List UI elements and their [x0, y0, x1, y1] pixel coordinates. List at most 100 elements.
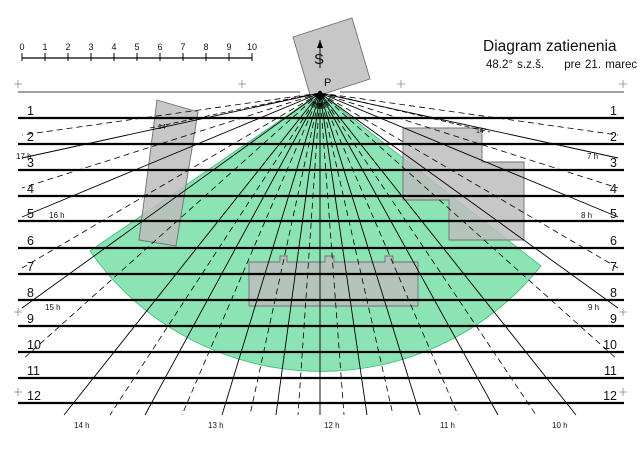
scale-tick-label: 0: [19, 42, 24, 52]
hour-line: [21, 92, 321, 159]
row-label-left: 5: [27, 207, 34, 221]
row-label-left: 10: [27, 338, 41, 352]
hour-label-14: 14 h: [74, 421, 90, 430]
row-label-right: 2: [610, 130, 617, 144]
half-hour-line: [249, 92, 321, 416]
reg-mark-5: [14, 308, 22, 316]
subtitle: 48.2° s.z.š. pre 21. marec: [486, 59, 637, 71]
reg-mark-2: [238, 80, 246, 88]
hour-label-10: 10 h: [552, 421, 568, 430]
hour-label-11: 11 h: [440, 421, 455, 430]
hour-label-17: 17 h: [16, 152, 32, 161]
hour-line: [319, 92, 499, 416]
hour-label-12: 12 h: [324, 421, 340, 430]
angle-labels: 14° 14°: [158, 123, 487, 135]
scale-bar: 0 1 2 3 4 5 6 7 8 9 10: [19, 42, 257, 61]
hour-line: [21, 92, 321, 309]
scale-tick-label: 7: [180, 42, 185, 52]
hour-line: [319, 92, 577, 416]
row-label-right: 1: [610, 104, 617, 118]
page-title: Diagram zatienenia: [483, 38, 617, 55]
scale-tick-label: 2: [65, 42, 70, 52]
row-label-right: 6: [610, 234, 617, 248]
row-label-right: 5: [610, 207, 617, 221]
hour-line: [63, 92, 321, 416]
half-hour-line: [319, 92, 345, 416]
reg-mark-8: [619, 388, 627, 396]
registration-marks: [14, 80, 627, 396]
reg-mark-6: [619, 308, 627, 316]
compass-point-label: P: [324, 77, 331, 89]
hour-label-8: 8 h: [581, 211, 592, 220]
hour-line: [275, 92, 321, 416]
compass-north-label: S: [314, 51, 324, 68]
row-label-left: 4: [27, 182, 34, 196]
row-label-left: 7: [27, 260, 34, 274]
row-label-left: 1: [27, 104, 34, 118]
hour-line: [319, 92, 619, 309]
half-hour-line: [21, 92, 321, 189]
reg-mark-4: [619, 80, 627, 88]
row-label-right: 11: [604, 364, 617, 378]
row-label-right: 4: [610, 182, 617, 196]
date-label: pre 21. marec: [564, 59, 638, 71]
reg-mark-3: [397, 80, 405, 88]
row-label-left: 9: [27, 312, 34, 326]
row-label-left: 8: [27, 286, 34, 300]
scale-ticks: 0 1 2 3 4 5 6 7 8 9 10: [19, 42, 257, 61]
half-hour-line: [297, 92, 321, 416]
altitude-line-left: [149, 94, 309, 129]
half-hour-line: [319, 92, 459, 416]
row-label-right: 10: [603, 338, 617, 352]
shading-grid: [18, 91, 624, 416]
latitude-label: 48.2° s.z.š.: [486, 59, 545, 71]
hour-line: [319, 92, 421, 416]
altitude-line-right: [331, 94, 491, 133]
hour-label-13: 13 h: [208, 421, 224, 430]
scale-tick-label: 4: [111, 42, 116, 52]
row-label-left: 2: [27, 130, 34, 144]
hour-line: [221, 92, 321, 416]
hour-label-15: 15 h: [45, 303, 61, 312]
half-hour-line: [319, 92, 619, 269]
half-hour-line: [319, 92, 619, 361]
hour-label-9: 9 h: [588, 303, 599, 312]
row-label-right: 7: [610, 260, 617, 274]
obstructions: [138, 17, 525, 307]
hour-line: [144, 92, 321, 416]
row-label-left: 6: [27, 234, 34, 248]
hour-labels: 17 h 16 h 15 h 14 h 13 h 12 h 11 h 10 h …: [16, 152, 599, 430]
half-hour-line: [21, 92, 321, 269]
compass: S P: [314, 40, 331, 96]
compass-house: [292, 17, 371, 99]
north-arrow-head: [317, 40, 323, 48]
row-label-right: 9: [610, 312, 617, 326]
row-label-right: 8: [610, 286, 617, 300]
angle-label-right: 14°: [476, 127, 487, 135]
hour-label-7: 7 h: [587, 152, 598, 161]
reg-mark-1: [14, 80, 22, 88]
angle-label-left: 14°: [158, 123, 169, 131]
half-hour-line: [21, 92, 321, 361]
half-hour-line: [319, 92, 619, 136]
reg-mark-7: [14, 388, 22, 396]
half-hour-line: [319, 92, 537, 416]
obstruction-central-building: [248, 255, 419, 307]
hour-label-16: 16 h: [49, 211, 65, 220]
half-hour-line: [319, 92, 619, 189]
row-label-right: 3: [610, 156, 617, 170]
half-hour-line: [319, 92, 394, 416]
half-hour-line: [21, 92, 321, 136]
observer-point: [317, 90, 323, 96]
shading-sector: [89, 92, 542, 372]
hour-line: [319, 92, 368, 416]
scale-tick-label: 9: [226, 42, 231, 52]
row-label-left: 3: [27, 156, 34, 170]
hour-line: [319, 92, 619, 159]
scale-tick-label: 6: [157, 42, 162, 52]
scale-tick-label: 8: [203, 42, 208, 52]
scale-tick-label: 5: [134, 42, 139, 52]
half-hour-line: [109, 92, 321, 416]
